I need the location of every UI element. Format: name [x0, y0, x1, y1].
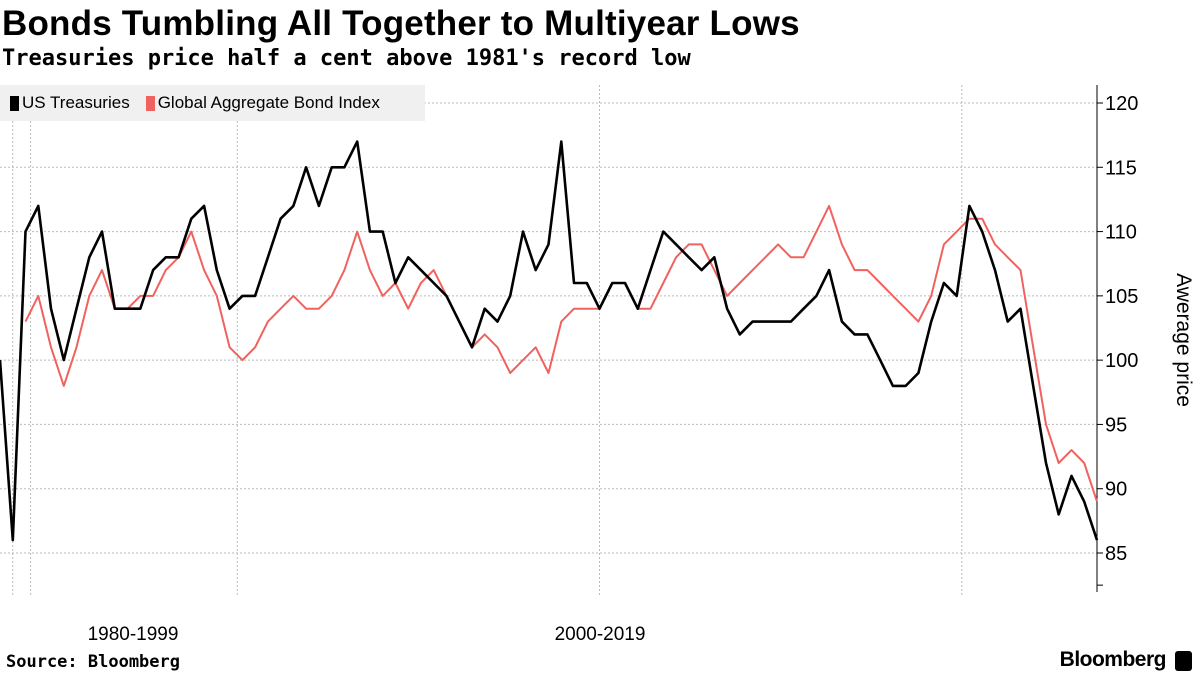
- legend-item-us-treasuries: US Treasuries: [10, 93, 130, 113]
- y-tick-label: 115: [1105, 157, 1137, 179]
- y-tick-label: 85: [1105, 543, 1127, 565]
- legend-label: Global Aggregate Bond Index: [157, 93, 380, 112]
- legend: US Treasuries Global Aggregate Bond Inde…: [0, 85, 425, 121]
- y-tick-label: 95: [1105, 414, 1127, 436]
- y-tick-label: 100: [1105, 350, 1138, 372]
- y-tick-label: 120: [1105, 93, 1138, 115]
- y-tick-label: 105: [1105, 286, 1138, 308]
- series-line-global-aggregate: [24, 204, 1098, 502]
- legend-label: US Treasuries: [22, 93, 130, 112]
- chart-title: Bonds Tumbling All Together to Multiyear…: [2, 4, 800, 43]
- bloomberg-logo: Bloomberg: [1059, 648, 1167, 671]
- source-note: Source: Bloomberg: [6, 652, 180, 672]
- series-line-us-treasuries: [0, 140, 1099, 542]
- x-category-label: 1980-1999: [87, 624, 179, 645]
- chart-subtitle: Treasuries price half a cent above 1981'…: [2, 46, 691, 71]
- legend-swatch: [10, 95, 19, 111]
- x-category-label: 2000-2019: [554, 624, 646, 645]
- y-tick-label: 90: [1105, 479, 1127, 501]
- y-axis-label: Awerage price: [1172, 273, 1195, 407]
- y-tick-label: 110: [1105, 222, 1137, 244]
- legend-item-global-aggregate: Global Aggregate Bond Index: [145, 93, 380, 113]
- bloomberg-chart-icon: [1175, 651, 1192, 671]
- legend-swatch: [145, 95, 155, 111]
